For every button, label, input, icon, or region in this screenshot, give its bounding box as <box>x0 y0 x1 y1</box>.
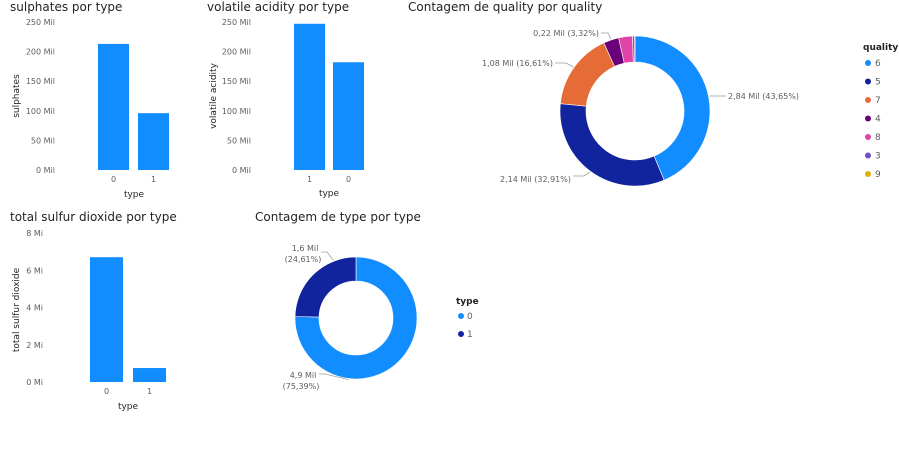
type-donut-plot: type 4,9 Mil (75,39%) 1,6 Mil (24,61%) 0 1 <box>283 244 479 391</box>
legend-label-9[interactable]: 9 <box>875 170 881 180</box>
legend-title: quality <box>863 43 898 53</box>
legend-title: type <box>456 297 479 307</box>
y-axis-title: sulphates <box>12 74 22 118</box>
y-axis-title: total sulfur dioxide <box>12 267 22 352</box>
sulphates-chart[interactable]: sulphates por type sulphates type 0 Mil 5… <box>10 0 200 205</box>
data-label: (24,61%) <box>285 255 322 264</box>
sulphates-plot: sulphates type 0 Mil 50 Mil 100 Mil 150 Mil… <box>12 18 169 200</box>
y-tick-label: 200 Mil <box>26 48 55 57</box>
legend-label-1[interactable]: 1 <box>467 330 473 340</box>
y-tick-label: 150 Mil <box>222 77 251 86</box>
x-tick-label: 0 <box>346 175 351 184</box>
leader-line <box>565 62 574 68</box>
bar-1[interactable] <box>133 368 166 382</box>
bar-0[interactable] <box>90 257 123 382</box>
legend-label-7[interactable]: 7 <box>875 96 881 106</box>
total-sulfur-dioxide-plot: total sulfur dioxide type 0 Mi 2 Mi 4 Mi 6 … <box>12 229 166 412</box>
legend-marker-6[interactable] <box>865 60 871 66</box>
y-tick-label: 0 Mil <box>36 166 55 175</box>
slice-1[interactable] <box>294 256 357 318</box>
bar-0[interactable] <box>333 62 364 171</box>
data-label: 2,84 Mil (43,65%) <box>728 92 799 101</box>
y-tick-label: 4 Mi <box>26 304 43 313</box>
y-tick-label: 150 Mil <box>26 77 55 86</box>
data-label: 1,6 Mil <box>292 244 319 253</box>
total-sulfur-dioxide-chart[interactable]: total sulfur dioxide por type total sulf… <box>10 210 200 415</box>
volatile-acidity-chart[interactable]: volatile acidity por type volatile acidi… <box>207 0 397 205</box>
chart-title: volatile acidity por type <box>207 0 350 14</box>
chart-title: sulphates por type <box>10 0 123 14</box>
legend-marker-3[interactable] <box>865 152 871 159</box>
leader-line <box>319 373 349 380</box>
legend-label-5[interactable]: 5 <box>875 78 881 88</box>
y-tick-label: 8 Mi <box>26 229 43 238</box>
legend-label-4[interactable]: 4 <box>875 115 881 125</box>
y-tick-label: 2 Mi <box>26 341 43 350</box>
y-tick-label: 6 Mi <box>26 266 43 275</box>
legend-marker-5[interactable] <box>865 78 871 85</box>
y-tick-label: 50 Mil <box>31 136 55 145</box>
data-label: (75,39%) <box>283 382 320 391</box>
x-axis-title: type <box>118 402 139 412</box>
leader-line <box>321 251 334 261</box>
leader-line <box>607 32 612 40</box>
x-tick-label: 1 <box>307 175 312 184</box>
legend-label-6[interactable]: 6 <box>875 59 881 69</box>
legend-marker-4[interactable] <box>865 115 871 122</box>
y-tick-label: 100 Mil <box>222 107 251 116</box>
bar-0[interactable] <box>98 43 129 170</box>
x-tick-label: 0 <box>111 175 116 184</box>
x-axis-title: type <box>319 189 340 199</box>
leader-line <box>583 171 591 177</box>
x-tick-label: 1 <box>151 175 156 184</box>
slice-0[interactable] <box>294 256 418 380</box>
data-label: 2,14 Mil (32,91%) <box>500 175 571 184</box>
y-tick-label: 50 Mil <box>227 136 251 145</box>
data-label: 1,08 Mil (16,61%) <box>482 59 553 68</box>
y-tick-label: 100 Mil <box>26 107 55 116</box>
chart-title: Contagem de type por type <box>255 210 421 224</box>
bar-1[interactable] <box>138 113 169 170</box>
bar-1[interactable] <box>294 23 325 170</box>
y-tick-label: 250 Mil <box>26 18 55 27</box>
y-axis-title: volatile acidity <box>209 62 219 128</box>
y-tick-label: 0 Mil <box>232 166 251 175</box>
chart-title: Contagem de quality por quality <box>408 0 603 14</box>
x-axis-title: type <box>124 190 145 200</box>
legend-marker-8[interactable] <box>865 134 871 140</box>
legend-label-3[interactable]: 3 <box>875 152 881 162</box>
type-donut-chart[interactable]: Contagem de type por type type 4,9 Mil (7… <box>255 210 505 415</box>
y-tick-label: 0 Mi <box>26 378 43 387</box>
y-tick-label: 200 Mil <box>222 48 251 57</box>
slice-5[interactable] <box>559 103 665 187</box>
legend-label-8[interactable]: 8 <box>875 133 881 143</box>
y-tick-label: 250 Mil <box>222 18 251 27</box>
legend-marker-0[interactable] <box>458 313 464 319</box>
slice-7[interactable] <box>560 42 616 107</box>
data-label: 0,22 Mil (3,32%) <box>533 29 599 38</box>
legend-marker-1[interactable] <box>458 331 464 337</box>
legend-marker-9[interactable] <box>865 171 871 177</box>
data-label: 4,9 Mil <box>290 371 317 380</box>
quality-donut-plot: quality 2,84 Mil (43,65%) 2,14 Mil (32,91… <box>482 29 898 187</box>
chart-title: total sulfur dioxide por type <box>10 210 177 224</box>
slice-6[interactable] <box>634 35 711 181</box>
volatile-acidity-plot: volatile acidity type 0 Mil 50 Mil 100 Mil… <box>209 18 364 199</box>
legend-marker-7[interactable] <box>865 97 871 103</box>
legend-label-0[interactable]: 0 <box>467 312 473 322</box>
x-tick-label: 0 <box>104 387 109 396</box>
quality-donut-chart[interactable]: Contagem de quality por quality quality … <box>408 0 899 205</box>
x-tick-label: 1 <box>147 387 152 396</box>
